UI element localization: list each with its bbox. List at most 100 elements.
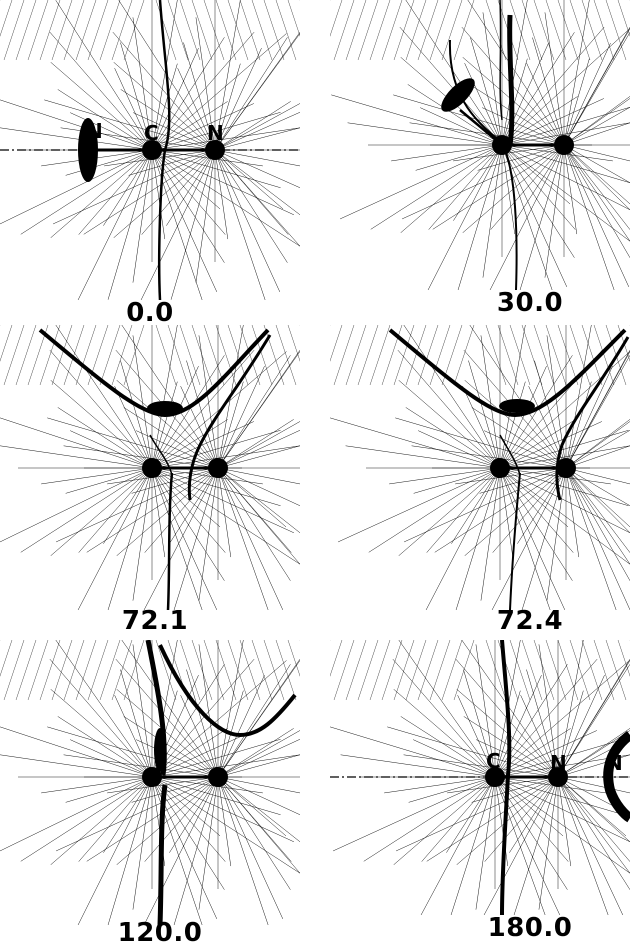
field-line bbox=[421, 776, 496, 862]
field-line bbox=[57, 716, 153, 778]
field-line bbox=[103, 776, 153, 853]
field-line bbox=[49, 349, 153, 469]
field-line bbox=[103, 149, 153, 226]
field-line bbox=[131, 776, 219, 803]
field-line bbox=[347, 122, 503, 146]
atom-marker bbox=[208, 767, 228, 787]
field-line bbox=[86, 776, 219, 862]
field-line bbox=[345, 640, 367, 701]
field-line bbox=[87, 640, 109, 701]
field-line bbox=[0, 726, 153, 778]
field-line bbox=[77, 776, 153, 925]
field-line bbox=[217, 351, 300, 469]
field-line bbox=[217, 728, 294, 778]
field-line bbox=[217, 776, 284, 919]
field-line bbox=[563, 144, 630, 287]
field-line bbox=[455, 467, 567, 485]
field-line bbox=[107, 149, 153, 300]
field-line bbox=[479, 467, 567, 494]
field-line bbox=[57, 407, 153, 469]
field-line bbox=[169, 776, 219, 853]
field-line bbox=[482, 12, 503, 146]
field-line bbox=[180, 695, 219, 778]
field-line bbox=[151, 349, 255, 469]
field-line bbox=[501, 144, 630, 183]
field-line bbox=[107, 467, 219, 485]
field-line bbox=[151, 776, 300, 874]
field-line bbox=[263, 325, 285, 386]
field-line bbox=[177, 68, 216, 151]
field-line bbox=[357, 0, 379, 61]
field-line bbox=[557, 728, 630, 778]
field-line bbox=[565, 419, 630, 469]
field-line bbox=[49, 658, 153, 778]
field-line bbox=[186, 360, 219, 469]
field-line bbox=[151, 467, 166, 558]
field-line bbox=[501, 144, 571, 205]
field-line bbox=[477, 144, 565, 171]
field-line bbox=[20, 776, 153, 862]
field-line bbox=[501, 26, 605, 146]
field-line bbox=[403, 467, 567, 543]
field-line bbox=[557, 776, 627, 837]
field-line bbox=[116, 689, 219, 778]
field-line bbox=[217, 776, 300, 842]
field-line bbox=[151, 112, 281, 151]
field-line bbox=[565, 467, 617, 610]
field-line bbox=[408, 776, 496, 803]
field-line bbox=[411, 445, 567, 469]
field-line bbox=[132, 335, 153, 469]
field-line bbox=[429, 640, 451, 701]
field-line bbox=[151, 776, 263, 794]
field-line bbox=[155, 325, 177, 386]
field-line bbox=[469, 325, 567, 469]
field-line bbox=[545, 640, 567, 701]
field-line bbox=[617, 0, 630, 37]
field-line bbox=[557, 690, 584, 778]
field-line bbox=[0, 776, 153, 852]
field-line bbox=[50, 149, 153, 238]
field-line bbox=[357, 640, 379, 701]
field-line bbox=[557, 776, 572, 867]
field-line bbox=[494, 675, 542, 778]
field-line bbox=[446, 776, 496, 853]
field-line bbox=[151, 467, 225, 581]
field-line bbox=[114, 68, 153, 151]
field-line bbox=[499, 421, 602, 469]
field-line bbox=[151, 149, 225, 263]
field-line bbox=[557, 776, 630, 862]
field-line bbox=[451, 467, 501, 544]
field-line bbox=[400, 144, 503, 233]
field-line bbox=[263, 0, 285, 61]
field-line bbox=[557, 660, 630, 778]
field-line bbox=[557, 325, 579, 386]
field-line bbox=[557, 754, 630, 778]
field-line bbox=[251, 0, 273, 61]
field-line bbox=[78, 467, 153, 553]
field-line bbox=[41, 467, 153, 485]
field-line bbox=[50, 467, 153, 556]
field-line bbox=[0, 467, 153, 543]
field-line bbox=[420, 776, 496, 915]
field-line bbox=[99, 325, 121, 386]
field-plot-2 bbox=[0, 325, 300, 610]
field-line bbox=[399, 26, 503, 146]
field-line bbox=[413, 739, 496, 778]
field-line bbox=[27, 640, 49, 701]
field-line bbox=[557, 730, 630, 778]
field-line bbox=[464, 380, 567, 469]
field-line bbox=[565, 421, 630, 469]
field-line bbox=[563, 98, 630, 146]
lone-pair-blob bbox=[154, 728, 166, 772]
atom-label: N bbox=[606, 751, 623, 775]
field-line bbox=[403, 754, 559, 778]
field-line bbox=[143, 776, 219, 925]
field-line bbox=[275, 325, 297, 386]
panel-1 bbox=[330, 0, 630, 290]
field-line bbox=[563, 96, 630, 146]
field-line bbox=[287, 0, 300, 37]
field-line bbox=[501, 144, 630, 242]
field-plot-0: N C N bbox=[0, 0, 300, 300]
field-line bbox=[557, 640, 584, 778]
field-line bbox=[339, 144, 503, 220]
